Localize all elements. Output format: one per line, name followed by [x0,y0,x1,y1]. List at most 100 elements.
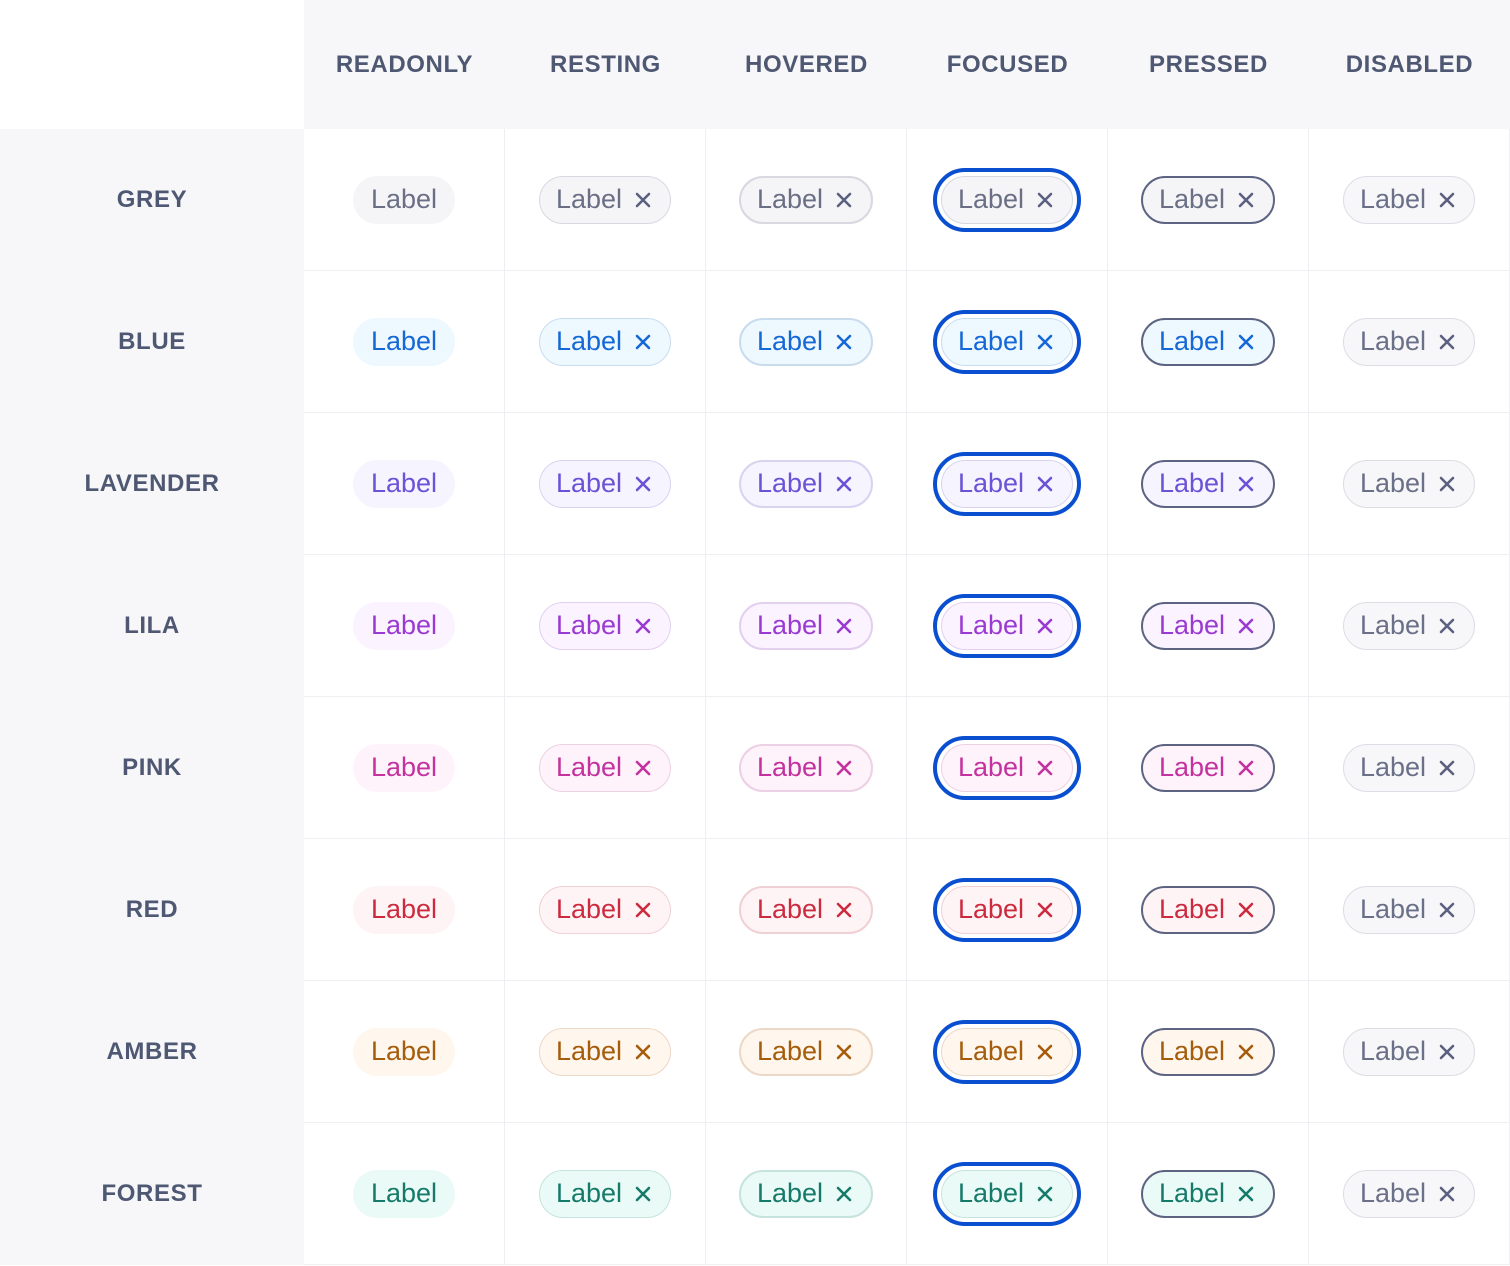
tag-lavender-focused[interactable]: Label [940,459,1074,508]
tag-red-resting[interactable]: Label [538,885,672,934]
tag-amber-focused[interactable]: Label [940,1027,1074,1076]
tag-lavender-readonly: Label [352,459,456,508]
tag-blue-pressed[interactable]: Label [1140,317,1276,366]
tag-grey-resting[interactable]: Label [538,175,672,224]
tag-amber-hovered[interactable]: Label [738,1027,874,1076]
close-icon[interactable] [632,757,654,779]
tag-grey-pressed[interactable]: Label [1140,175,1276,224]
close-icon[interactable] [1034,1183,1056,1205]
tag-forest-focused[interactable]: Label [940,1169,1074,1218]
close-icon[interactable] [1034,473,1056,495]
tag-label: Label [756,326,824,356]
tag-red-pressed[interactable]: Label [1140,885,1276,934]
tag-amber-resting[interactable]: Label [538,1027,672,1076]
close-icon[interactable] [833,615,855,637]
tag-grey-focused[interactable]: Label [940,175,1074,224]
close-icon[interactable] [1034,615,1056,637]
tag-label: Label [555,326,623,356]
close-icon[interactable] [632,615,654,637]
tag-amber-pressed[interactable]: Label [1140,1027,1276,1076]
close-icon[interactable] [632,189,654,211]
close-icon[interactable] [1235,757,1257,779]
cell-blue-disabled: Label [1309,271,1510,413]
close-icon[interactable] [1034,757,1056,779]
cell-amber-focused: Label [907,981,1108,1123]
cell-lila-pressed: Label [1108,555,1309,697]
tag-red-hovered[interactable]: Label [738,885,874,934]
tag-lavender-pressed[interactable]: Label [1140,459,1276,508]
close-icon[interactable] [632,899,654,921]
tag-label: Label [555,1036,623,1066]
row-header-red: RED [0,839,304,981]
close-icon[interactable] [833,1041,855,1063]
tag-blue-hovered[interactable]: Label [738,317,874,366]
cell-grey-readonly: Label [304,129,505,271]
column-header-readonly: READONLY [304,0,505,129]
tag-label: Label [370,468,438,498]
tag-blue-focused[interactable]: Label [940,317,1074,366]
close-icon[interactable] [1034,1041,1056,1063]
cell-amber-pressed: Label [1108,981,1309,1123]
tag-grey-hovered[interactable]: Label [738,175,874,224]
close-icon[interactable] [833,757,855,779]
tag-lila-hovered[interactable]: Label [738,601,874,650]
close-icon[interactable] [632,1041,654,1063]
tag-label: Label [1158,184,1226,214]
close-icon [1436,473,1458,495]
close-icon[interactable] [833,189,855,211]
close-icon [1436,757,1458,779]
tag-pink-hovered[interactable]: Label [738,743,874,792]
close-icon[interactable] [632,1183,654,1205]
tag-grey-disabled: Label [1342,175,1476,224]
tag-forest-resting[interactable]: Label [538,1169,672,1218]
close-icon[interactable] [1034,899,1056,921]
tag-label: Label [957,326,1025,356]
tag-forest-pressed[interactable]: Label [1140,1169,1276,1218]
close-icon[interactable] [1235,189,1257,211]
close-icon[interactable] [1034,331,1056,353]
tag-pink-pressed[interactable]: Label [1140,743,1276,792]
close-icon[interactable] [1235,899,1257,921]
tag-pink-focused[interactable]: Label [940,743,1074,792]
tag-label: Label [1359,468,1427,498]
cell-blue-pressed: Label [1108,271,1309,413]
tag-lavender-resting[interactable]: Label [538,459,672,508]
cell-pink-readonly: Label [304,697,505,839]
cell-blue-hovered: Label [706,271,907,413]
close-icon[interactable] [632,473,654,495]
close-icon[interactable] [1235,1041,1257,1063]
close-icon[interactable] [1034,189,1056,211]
close-icon[interactable] [1235,473,1257,495]
focus-ring: Label [932,1161,1082,1226]
cell-pink-pressed: Label [1108,697,1309,839]
row-header-grey: GREY [0,129,304,271]
close-icon[interactable] [833,899,855,921]
tag-label: Label [756,1178,824,1208]
cell-lila-disabled: Label [1309,555,1510,697]
close-icon[interactable] [833,331,855,353]
tag-label: Label [370,326,438,356]
tag-forest-hovered[interactable]: Label [738,1169,874,1218]
tag-lila-focused[interactable]: Label [940,601,1074,650]
tag-lavender-hovered[interactable]: Label [738,459,874,508]
cell-amber-resting: Label [505,981,706,1123]
tag-label: Label [555,752,623,782]
tag-lila-resting[interactable]: Label [538,601,672,650]
close-icon[interactable] [1235,331,1257,353]
tag-label: Label [1158,752,1226,782]
cell-lila-hovered: Label [706,555,907,697]
cell-pink-resting: Label [505,697,706,839]
close-icon[interactable] [632,331,654,353]
tag-red-focused[interactable]: Label [940,885,1074,934]
tag-pink-resting[interactable]: Label [538,743,672,792]
tag-label: Label [370,184,438,214]
cell-grey-pressed: Label [1108,129,1309,271]
close-icon[interactable] [1235,615,1257,637]
tag-blue-resting[interactable]: Label [538,317,672,366]
close-icon[interactable] [833,1183,855,1205]
tag-lila-pressed[interactable]: Label [1140,601,1276,650]
cell-forest-pressed: Label [1108,1123,1309,1265]
cell-forest-readonly: Label [304,1123,505,1265]
close-icon[interactable] [1235,1183,1257,1205]
close-icon[interactable] [833,473,855,495]
